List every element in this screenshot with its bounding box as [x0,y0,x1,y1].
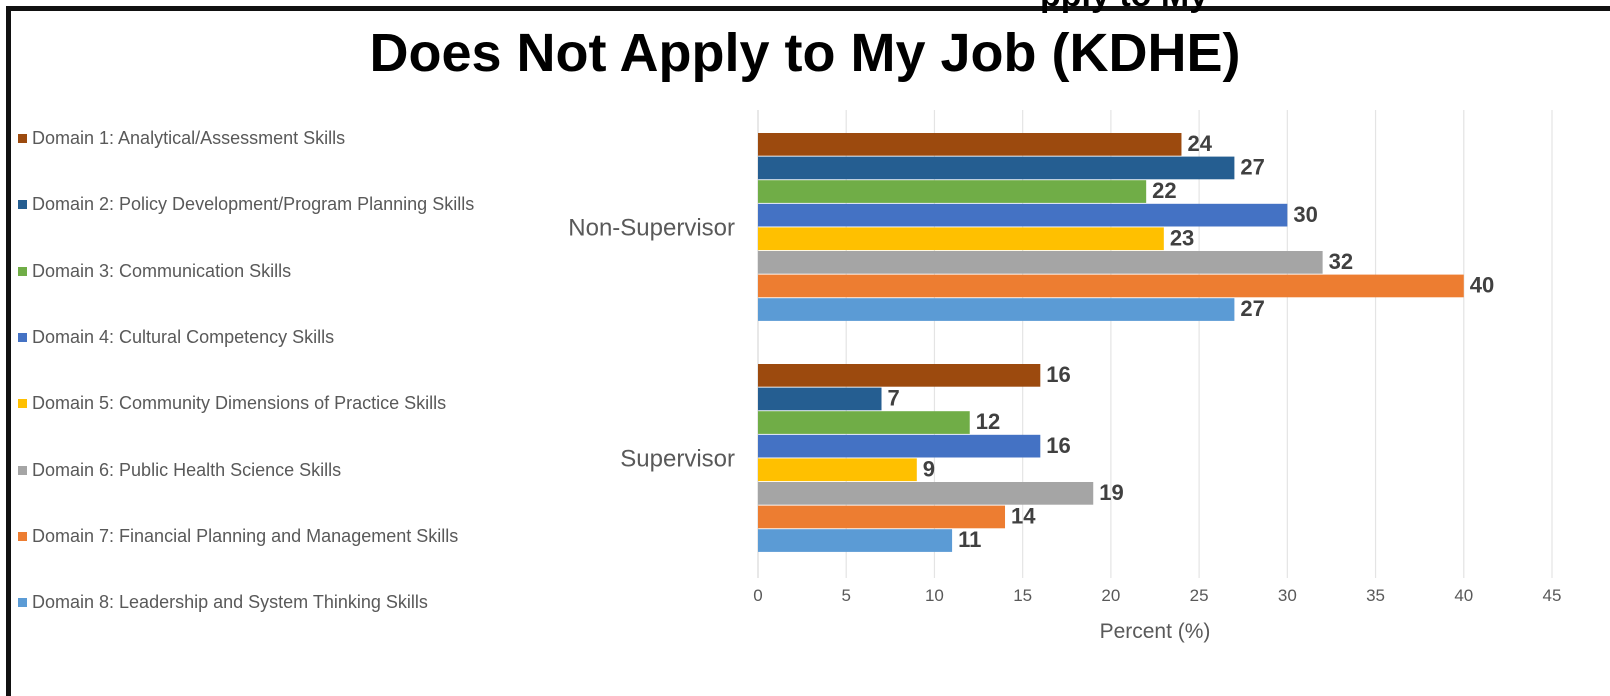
legend-swatch [18,598,27,608]
bar-chart: 24 27 22 30 23 32 40 27 16 7 12 16 9 19 14 11 0 5 10 15 20 2… [568,110,1561,643]
data-label: 16 [1046,362,1070,387]
bar [758,227,1164,251]
data-label: 16 [1046,433,1070,458]
bar [758,298,1235,321]
x-tick-label: 20 [1101,586,1120,605]
category-label: Supervisor [620,445,735,472]
data-label: 22 [1152,178,1176,203]
legend-label: Domain 8: Leadership and System Thinking… [32,592,428,613]
legend-swatch [18,399,27,409]
bar [758,505,1006,529]
legend-label: Domain 6: Public Health Science Skills [32,459,342,480]
data-label: 23 [1170,225,1194,250]
x-tick-labels: 0 5 10 15 20 25 30 35 40 45 [753,586,1561,605]
legend-item: Domain 1: Analytical/Assessment Skills [18,128,345,149]
legend-swatch [18,134,27,143]
legend-swatch [18,465,27,475]
bar [758,434,1041,458]
legend-item: Domain 2: Policy Development/Program Pla… [18,194,474,215]
data-label: 12 [976,409,1000,434]
bar [758,274,1464,298]
data-label: 30 [1293,202,1317,227]
x-tick-label: 0 [753,586,762,605]
data-label: 19 [1099,480,1123,505]
bar [758,180,1147,203]
data-label: 40 [1470,273,1494,298]
legend-label: Domain 1: Analytical/Assessment Skills [32,128,346,148]
category-labels: Non-Supervisor Supervisor [568,214,735,472]
legend-label: Domain 7: Financial Planning and Managem… [32,525,459,546]
bar [758,411,970,434]
legend-item: Domain 4: Cultural Competency Skills [18,327,334,348]
chart-frame [6,6,1610,696]
legend-label: Domain 4: Cultural Competency Skills [32,326,335,347]
legend-swatch [18,266,27,276]
x-tick-label: 15 [1013,586,1032,605]
legend-label: Domain 5: Community Dimensions of Practi… [32,393,447,414]
legend-item: Domain 6: Public Health Science Skills [18,460,341,481]
x-tick-label: 45 [1543,586,1562,605]
x-tick-label: 30 [1278,586,1297,605]
chart-title: Does Not Apply to My Job (KDHE) [369,23,1241,83]
bar [758,482,1094,505]
x-axis-title: Percent (%) [1100,620,1211,643]
bar [758,458,917,482]
bar [758,133,1182,156]
bar [758,251,1323,274]
data-label: 7 [888,386,900,411]
bar [758,529,953,552]
legend-swatch [18,200,27,210]
data-label: 9 [923,456,935,481]
legend-label: Domain 3: Communication Skills [32,260,292,281]
legend-item: Domain 3: Communication Skills [18,261,291,282]
data-label: 24 [1187,131,1212,156]
data-label: 27 [1240,296,1264,321]
data-label: 27 [1240,155,1264,180]
x-tick-label: 25 [1190,586,1209,605]
bars [758,133,1464,552]
legend-item: Domain 8: Leadership and System Thinking… [18,592,428,613]
legend-item: Domain 7: Financial Planning and Managem… [18,526,458,547]
bar [758,203,1288,227]
x-tick-label: 35 [1366,586,1385,605]
x-tick-label: 40 [1454,586,1473,605]
bar [758,364,1041,387]
data-label: 14 [1011,504,1036,529]
data-label: 32 [1329,249,1353,274]
data-labels: 24 27 22 30 23 32 40 27 16 7 12 16 9 19 14 11 [888,131,1495,552]
x-tick-label: 10 [925,586,944,605]
bar [758,387,882,411]
legend-label: Domain 2: Policy Development/Program Pla… [32,194,475,215]
data-label: 11 [958,527,981,552]
legend-swatch [18,531,27,541]
legend-item: Domain 5: Community Dimensions of Practi… [18,393,446,414]
legend-swatch [18,332,27,342]
category-label: Non-Supervisor [568,214,735,241]
x-tick-label: 5 [841,586,850,605]
cropped-top-text: pply to My [1040,0,1208,15]
bar [758,156,1235,180]
